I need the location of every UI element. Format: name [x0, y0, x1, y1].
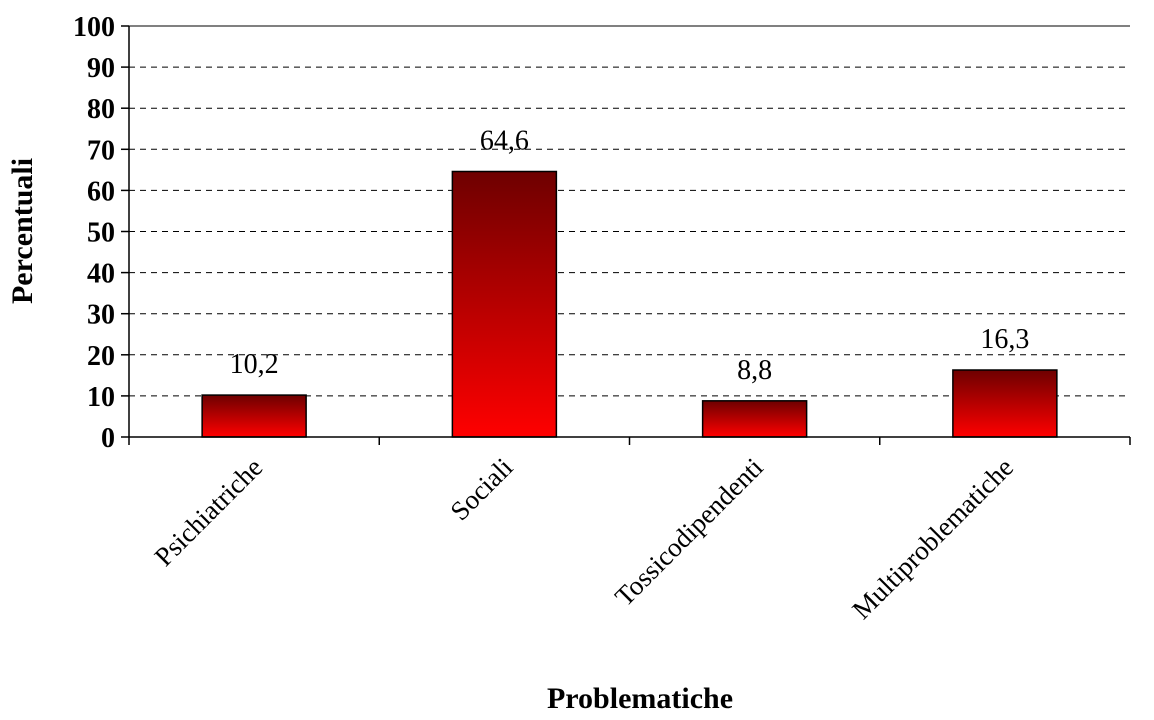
- bar-multiproblematiche: [952, 369, 1058, 438]
- x-tick-label: Sociali: [444, 452, 518, 526]
- data-label: 16,3: [980, 324, 1029, 355]
- y-tick-label: 30: [87, 300, 115, 331]
- y-tick-label: 40: [87, 259, 115, 290]
- x-tick-label: Psichiatriche: [149, 452, 269, 572]
- axes: [121, 25, 1131, 445]
- y-tick-label: 90: [87, 53, 115, 84]
- y-tick-label: 10: [87, 382, 115, 413]
- y-tick-label: 60: [87, 176, 115, 207]
- y-tick-label: 20: [87, 341, 115, 372]
- data-label: 10,2: [230, 349, 279, 380]
- bars: [201, 170, 1058, 438]
- x-tick-label: Tossicodipendenti: [609, 452, 769, 612]
- x-axis-title: Problematiche: [547, 682, 733, 715]
- y-tick-label: 70: [87, 135, 115, 166]
- bar-sociali: [451, 170, 558, 438]
- y-tick-label: 100: [73, 12, 115, 43]
- x-tick-label: Multiproblematiche: [846, 452, 1019, 625]
- y-tick-label: 80: [87, 94, 115, 125]
- y-tick-label: 0: [101, 423, 115, 454]
- bar-tossicodipendenti: [701, 400, 808, 438]
- grid-lines: [129, 25, 1130, 397]
- y-axis-title: Percentuali: [6, 158, 39, 304]
- data-label: 8,8: [737, 355, 772, 386]
- data-label: 64,6: [480, 125, 529, 156]
- bar-psichiatriche: [201, 394, 307, 438]
- y-tick-label: 50: [87, 218, 115, 249]
